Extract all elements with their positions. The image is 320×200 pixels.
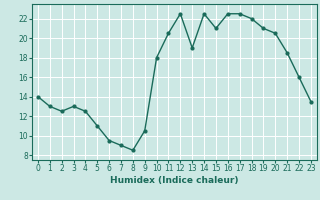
X-axis label: Humidex (Indice chaleur): Humidex (Indice chaleur): [110, 176, 239, 185]
